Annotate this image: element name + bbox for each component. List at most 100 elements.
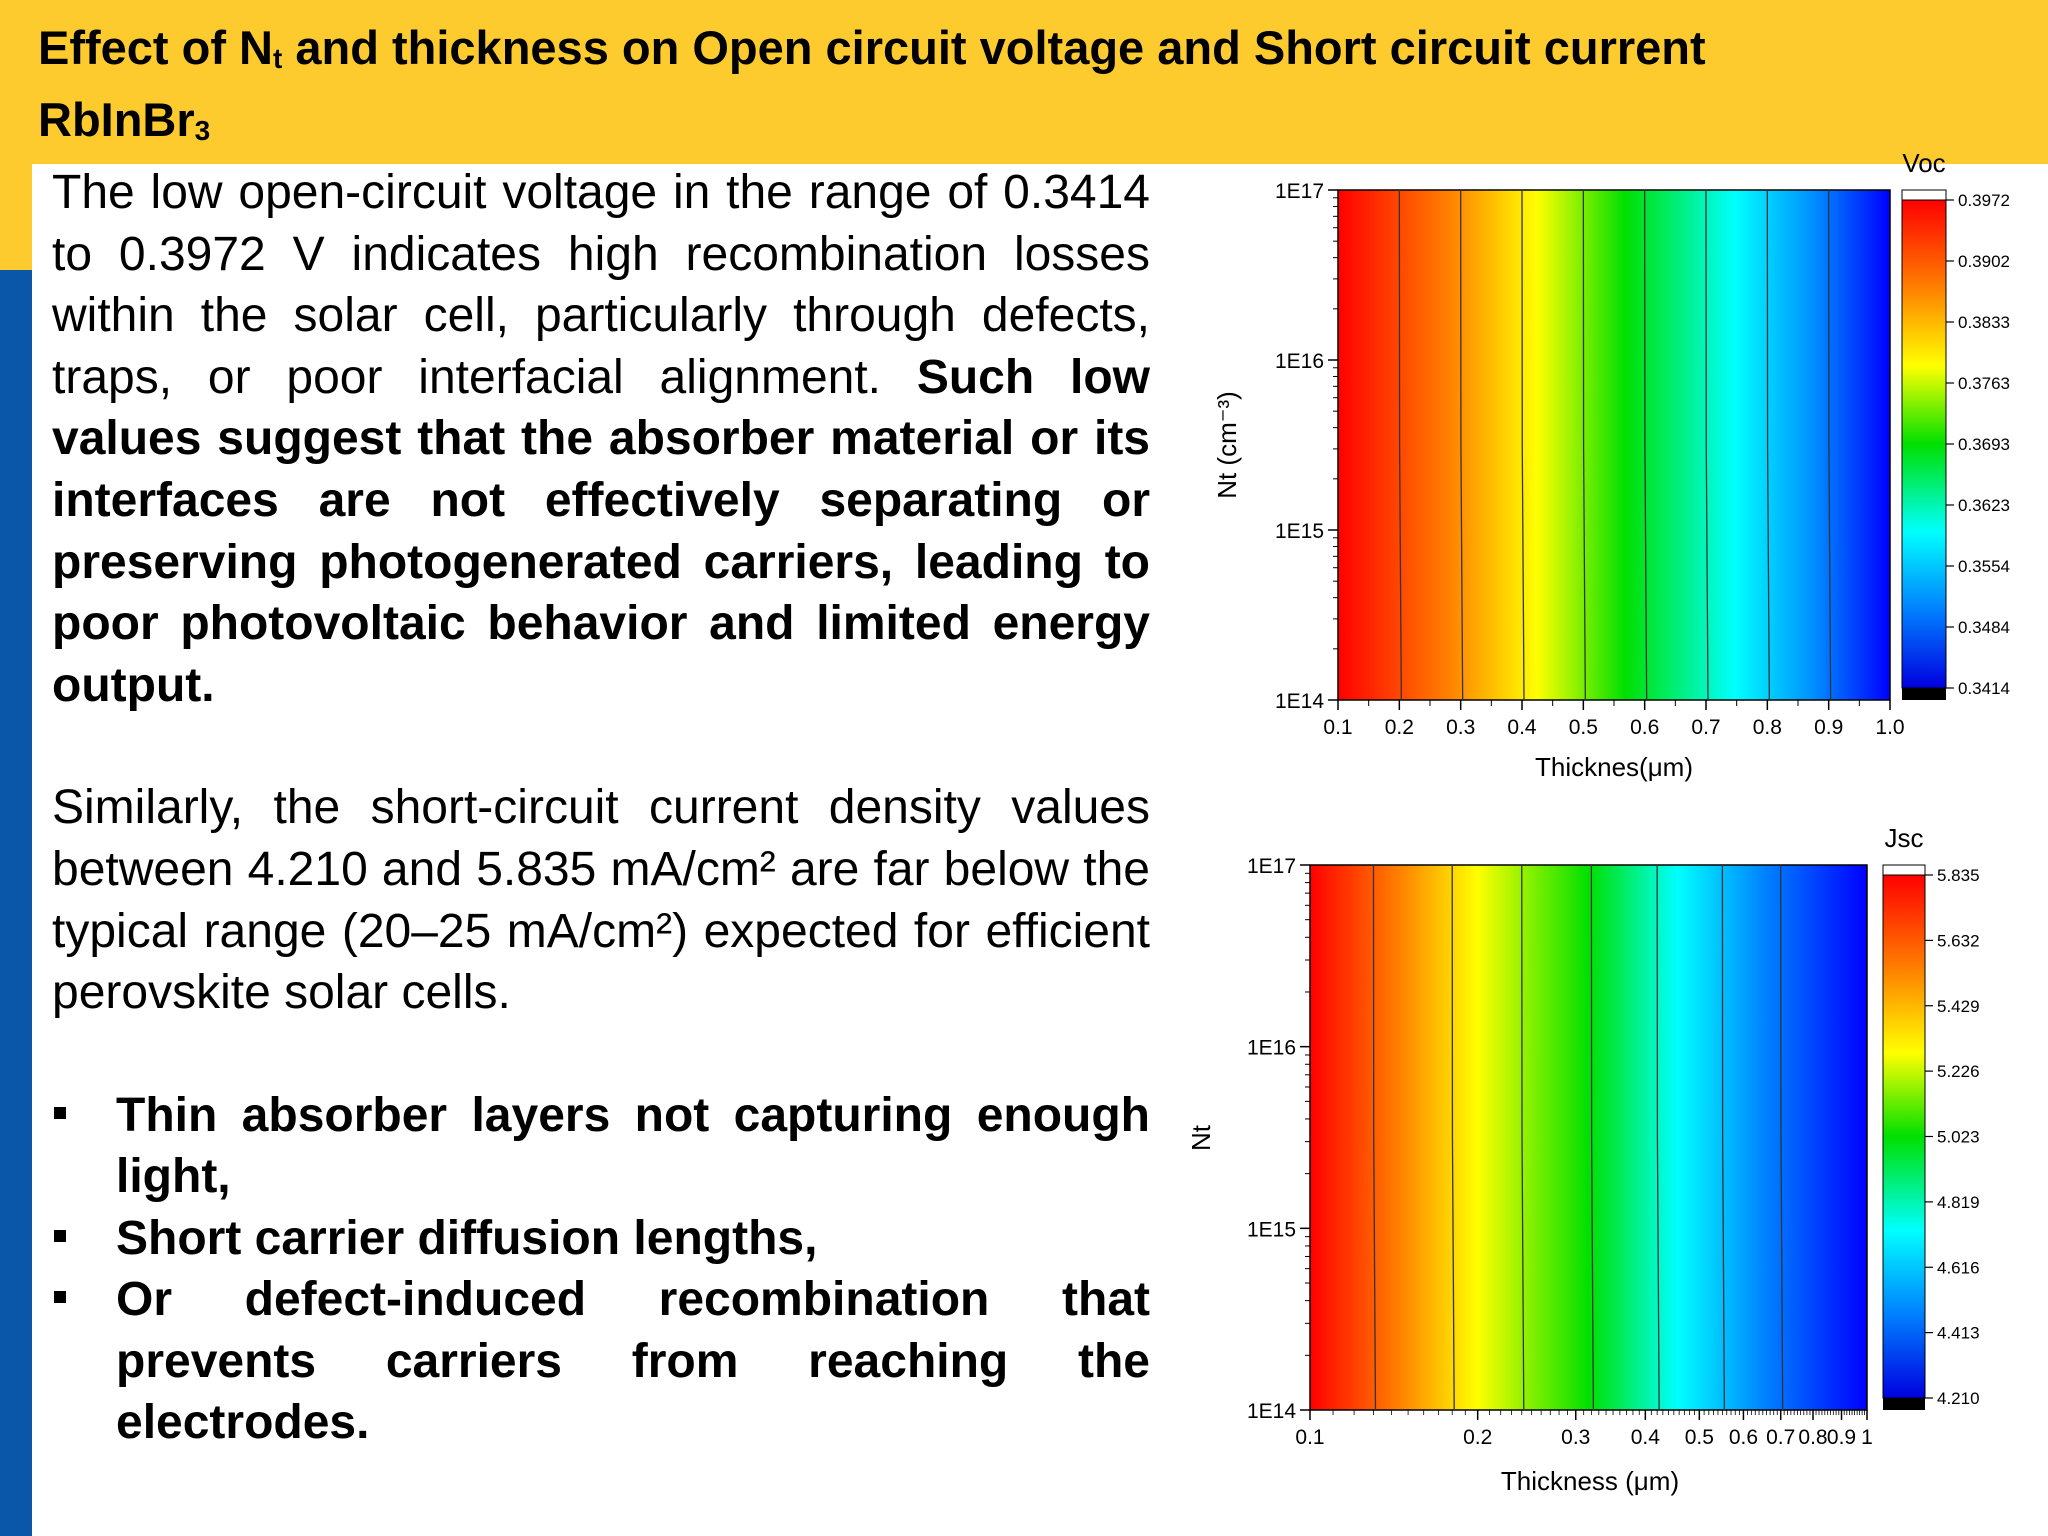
jsc-x-tick-label: 0.3 [1561, 1426, 1590, 1449]
jsc-colorbar-title: Jsc [1885, 823, 1924, 853]
bullet-square-icon [54, 1291, 66, 1304]
voc-colorbar-tick-label: 0.3414 [1958, 679, 2010, 698]
jsc-colorbar-tick-label: 5.226 [1937, 1062, 1980, 1081]
voc-contour-line [1521, 189, 1525, 701]
jsc-contour-line [1451, 864, 1455, 1411]
voc-colorbar-tick-label: 0.3902 [1958, 252, 2010, 271]
jsc-y-tick-label: 1E15 [1247, 1218, 1296, 1241]
voc-x-axis-label: Thicknes(μm) [1535, 752, 1693, 782]
voc-y-tick-label: 1E17 [1275, 180, 1324, 203]
paragraph-voc: The low open-circuit voltage in the rang… [52, 162, 1150, 716]
jsc-colorbar-tick-label: 5.023 [1937, 1128, 1980, 1147]
jsc-plot-area [1309, 864, 1868, 1411]
voc-colorbar-tick-label: 0.3763 [1958, 374, 2010, 393]
voc-x-tick-label: 1.0 [1875, 716, 1904, 739]
voc-colorbar-max-swatch [1901, 189, 1947, 201]
bullet-text: Or defect-induced recombination that pre… [116, 1273, 1150, 1450]
voc-x-tick-label: 0.9 [1814, 716, 1843, 739]
bullet-text: Thin absorber layers not capturing enoug… [116, 1088, 1150, 1204]
jsc-contour-line [1520, 864, 1525, 1411]
jsc-x-tick-label: 0.5 [1685, 1426, 1714, 1449]
jsc-colorbar-tick-label: 4.413 [1937, 1324, 1980, 1343]
title-subscript: 3 [194, 115, 211, 146]
jsc-y-tick-label: 1E16 [1247, 1037, 1296, 1060]
voc-contour-line [1398, 189, 1402, 701]
jsc-colorbar-tick-label: 5.429 [1937, 997, 1980, 1016]
jsc-colorbar-tick-label: 5.632 [1937, 931, 1980, 950]
slide-title-line-1: Effect of Nt and thickness on Open circu… [38, 20, 1706, 75]
voc-colorbar-tick-label: 0.3972 [1958, 191, 2010, 210]
voc-x-tick-label: 0.4 [1507, 716, 1537, 739]
side-accent-blue [0, 270, 32, 1536]
voc-plot-area [1337, 189, 1891, 701]
paragraph-bold-text: Such low values suggest that the absorbe… [52, 350, 1150, 712]
voc-colorbar-tick-label: 0.3833 [1958, 313, 2010, 332]
bullet-square-icon [54, 1229, 66, 1242]
title-banner: Effect of Nt and thickness on Open circu… [0, 0, 2048, 164]
jsc-y-axis-label: Nt [1186, 1124, 1216, 1151]
jsc-colorbar-max-swatch [1882, 864, 1926, 876]
voc-contour-chart: 1E14 1E15 1E16 1E17 0.1 0.2 0.3 0.4 0.5 0.6 0.7 0.… [1212, 148, 2010, 782]
voc-x-tick-label: 0.8 [1753, 716, 1782, 739]
jsc-colorbar-tick-label: 4.210 [1937, 1389, 1980, 1408]
jsc-contour-line [1721, 864, 1726, 1411]
voc-contour-line [1827, 189, 1832, 701]
bullet-item: Short carrier diffusion lengths, [52, 1208, 1150, 1270]
jsc-colorbar [1882, 874, 1926, 1399]
voc-contour-line [1582, 189, 1586, 701]
paragraph-normal-text: The low open-circuit voltage in the rang… [52, 166, 1150, 404]
voc-y-tick-label: 1E16 [1275, 350, 1324, 373]
jsc-x-axis-label: Thickness (μm) [1501, 1466, 1679, 1496]
jsc-x-tick-label: 0.1 [1295, 1426, 1324, 1449]
voc-colorbar-tick-label: 0.3554 [1958, 557, 2010, 576]
voc-contour-line [1643, 189, 1648, 701]
voc-y-axis-label: Nt (cm⁻³) [1212, 391, 1242, 499]
body-text-column: The low open-circuit voltage in the rang… [52, 162, 1150, 1454]
jsc-colorbar-tick-label: 5.835 [1937, 866, 1980, 885]
paragraph-jsc: Similarly, the short-circuit current den… [52, 781, 1150, 1020]
slide-title-line-2: RbInBr3 [38, 92, 210, 147]
jsc-contour-line [1372, 864, 1377, 1411]
voc-colorbar [1901, 199, 1947, 689]
voc-x-tick-label: 0.2 [1385, 716, 1414, 739]
voc-x-tick-label: 0.3 [1446, 716, 1475, 739]
title-text: Effect of N [38, 21, 273, 74]
voc-colorbar-tick-label: 0.3693 [1958, 435, 2010, 454]
jsc-y-tick-label: 1E17 [1247, 855, 1296, 878]
voc-colorbar-title: Voc [1902, 148, 1945, 178]
jsc-colorbar-min-swatch [1883, 1398, 1925, 1410]
jsc-y-tick-label: 1E14 [1247, 1400, 1296, 1423]
bullet-square-icon [54, 1106, 66, 1119]
title-text: and thickness on Open circuit voltage an… [282, 21, 1706, 74]
voc-colorbar-tick-label: 0.3484 [1958, 618, 2010, 637]
voc-contour-line [1705, 189, 1709, 701]
jsc-contour-line [1779, 864, 1784, 1411]
voc-contour-line [1766, 189, 1770, 701]
jsc-x-tick-label: 1 [1861, 1426, 1873, 1449]
jsc-colorbar-tick-label: 4.819 [1937, 1193, 1980, 1212]
voc-x-tick-label: 0.1 [1323, 716, 1352, 739]
voc-y-tick-label: 1E14 [1275, 690, 1324, 713]
jsc-x-tick-label: 0.4 [1631, 1426, 1661, 1449]
voc-x-tick-label: 0.7 [1691, 716, 1720, 739]
jsc-colorbar-tick-label: 4.616 [1937, 1258, 1980, 1277]
bullet-list: Thin absorber layers not capturing enoug… [52, 1085, 1150, 1454]
title-text: RbInBr [38, 93, 195, 146]
jsc-x-tick-label: 0.7 [1766, 1426, 1795, 1449]
jsc-x-tick-label: 0.9 [1827, 1426, 1856, 1449]
jsc-contour-line [1590, 864, 1595, 1411]
voc-contour-line [1459, 189, 1464, 701]
voc-x-tick-label: 0.5 [1569, 716, 1598, 739]
bullet-text: Short carrier diffusion lengths, [116, 1211, 818, 1265]
jsc-x-tick-label: 0.6 [1729, 1426, 1758, 1449]
voc-y-tick-label: 1E15 [1275, 520, 1324, 543]
jsc-x-tick-label: 0.8 [1798, 1426, 1827, 1449]
voc-colorbar-min-swatch [1902, 688, 1946, 700]
title-subscript: t [273, 43, 283, 74]
jsc-contour-line [1656, 864, 1660, 1411]
bullet-item: Thin absorber layers not capturing enoug… [52, 1085, 1150, 1208]
voc-x-tick-label: 0.6 [1630, 716, 1659, 739]
jsc-x-tick-label: 0.2 [1463, 1426, 1492, 1449]
voc-colorbar-tick-label: 0.3623 [1958, 496, 2010, 515]
